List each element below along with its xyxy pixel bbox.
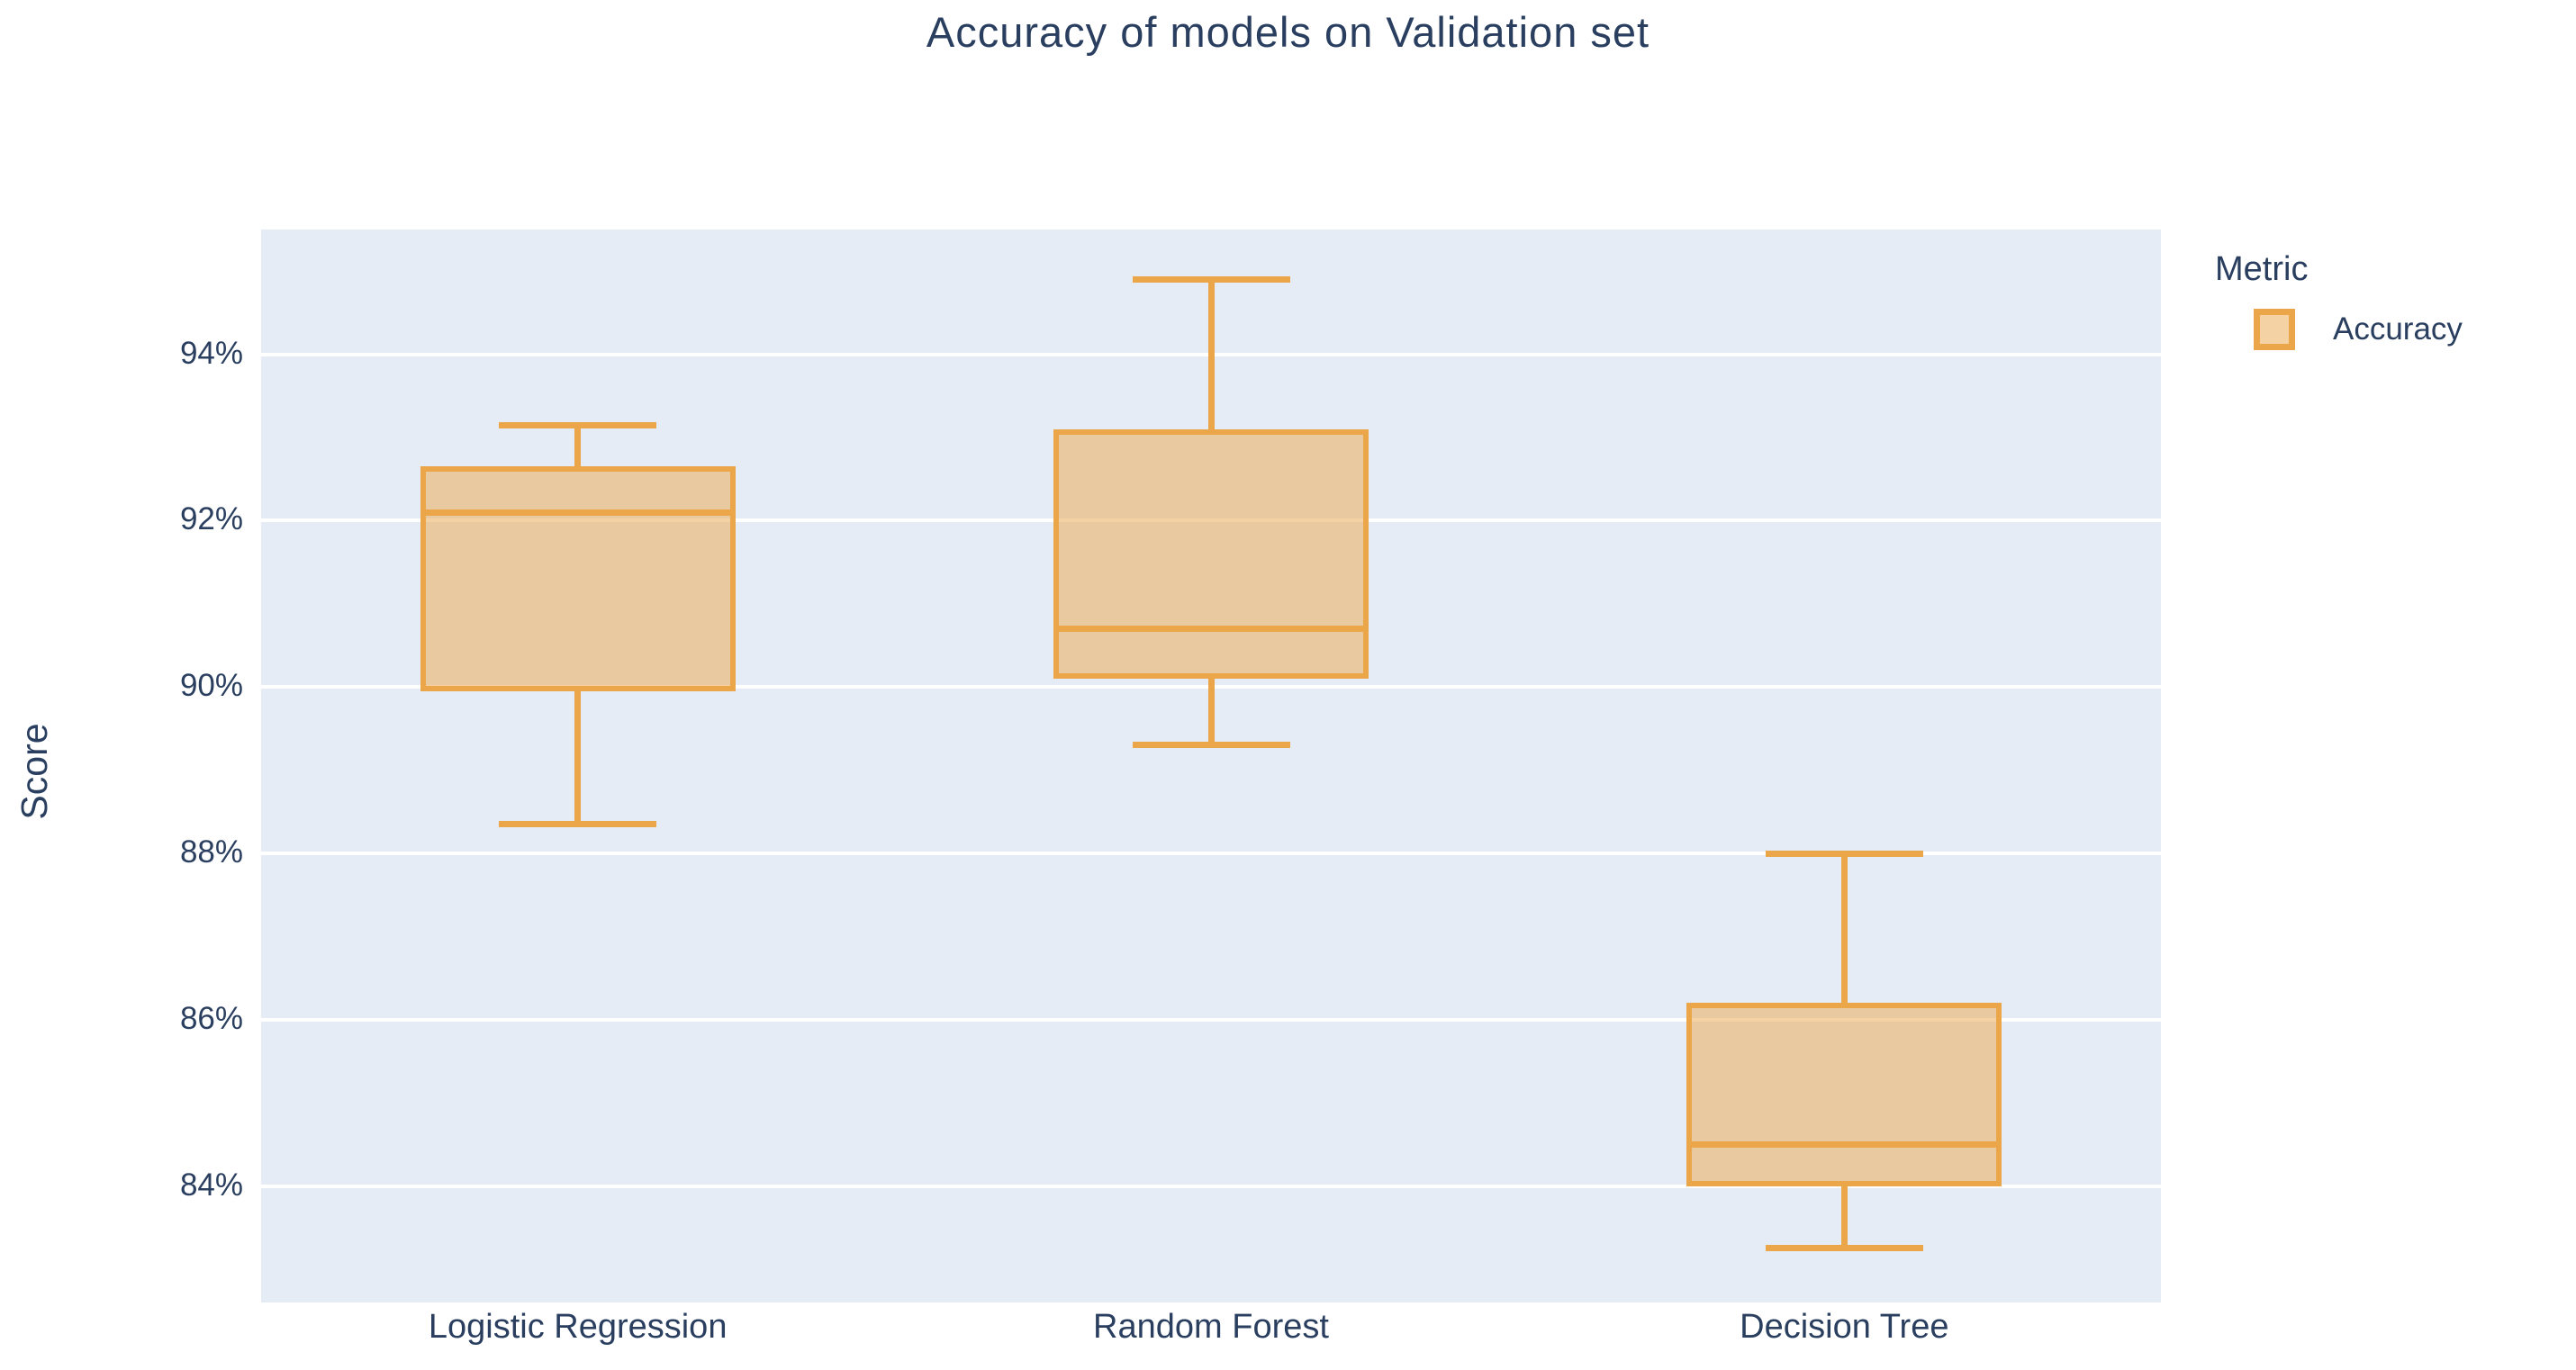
y-tick-label: 90% <box>179 668 243 704</box>
lower-whisker-cap-decision-tree <box>1765 1245 1923 1252</box>
lower-whisker-random-forest <box>1207 678 1215 745</box>
x-axis-tick-labels: Logistic Regression Random Forest Decision… <box>261 1308 2161 1362</box>
y-gridline <box>261 1184 2161 1188</box>
y-gridline <box>261 1017 2161 1022</box>
x-tick-label-decision-tree: Decision Tree <box>1740 1308 1949 1346</box>
box-decision-tree[interactable] <box>1686 1003 2002 1186</box>
lower-whisker-cap-random-forest <box>1132 742 1290 749</box>
x-tick-label-random-forest: Random Forest <box>1093 1308 1329 1346</box>
upper-whisker-cap-random-forest <box>1132 275 1290 283</box>
upper-whisker-cap-decision-tree <box>1765 850 1923 857</box>
upper-whisker-random-forest <box>1207 279 1215 429</box>
upper-whisker-decision-tree <box>1840 853 1848 1004</box>
y-tick-label: 94% <box>179 335 243 371</box>
lower-whisker-logistic-regression <box>574 690 582 825</box>
y-gridline <box>261 852 2161 856</box>
legend-item-label: Accuracy <box>2333 311 2463 347</box>
lower-whisker-cap-logistic-regression <box>499 821 657 828</box>
legend: Metric Accuracy <box>2213 250 2463 350</box>
box-random-forest[interactable] <box>1053 428 1369 679</box>
y-tick-label: 88% <box>179 834 243 870</box>
lower-whisker-decision-tree <box>1840 1185 1848 1248</box>
median-random-forest <box>1053 626 1369 633</box>
x-tick-label-logistic-regression: Logistic Regression <box>428 1308 728 1346</box>
legend-item-accuracy[interactable]: Accuracy <box>2254 309 2463 350</box>
chart-title: Accuracy of models on Validation set <box>926 8 1650 56</box>
upper-whisker-logistic-regression <box>574 425 582 467</box>
upper-whisker-cap-logistic-regression <box>499 421 657 428</box>
median-logistic-regression <box>420 509 736 516</box>
accuracy-box-swatch-icon <box>2254 309 2295 350</box>
y-tick-label: 92% <box>179 501 243 537</box>
y-tick-label: 86% <box>179 1000 243 1036</box>
y-axis-tick-labels: 84% 86% 88% 90% 92% 94% <box>0 230 250 1302</box>
median-decision-tree <box>1686 1140 2002 1148</box>
y-tick-label: 84% <box>179 1167 243 1203</box>
plot-area <box>261 230 2161 1302</box>
legend-title: Metric <box>2215 250 2309 288</box>
box-logistic-regression[interactable] <box>420 466 736 691</box>
